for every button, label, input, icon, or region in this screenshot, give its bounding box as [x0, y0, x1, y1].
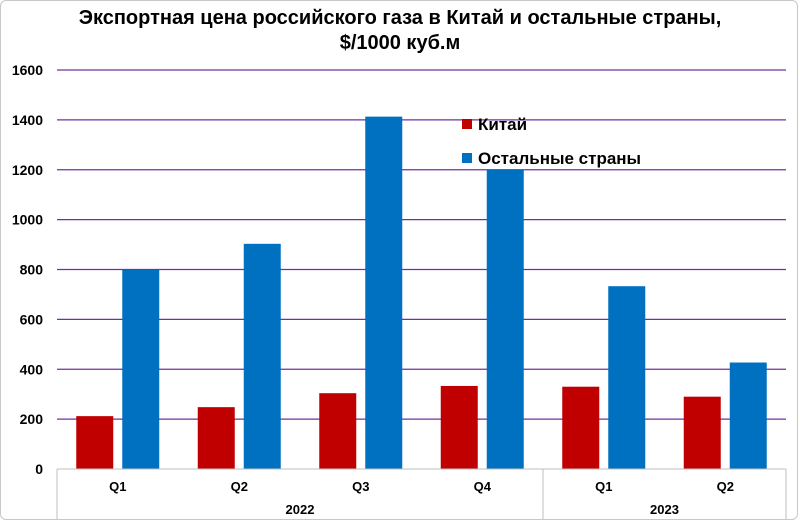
chart-title-line-2: $/1000 куб.м: [339, 32, 461, 54]
x-tick-label: Q2: [231, 479, 248, 494]
bar: [197, 407, 235, 469]
x-tick-label: Q4: [474, 479, 492, 494]
x-tick-label: Q1: [595, 479, 612, 494]
bar: [729, 362, 767, 469]
y-tick-label: 0: [35, 461, 43, 477]
bar: [122, 269, 160, 469]
y-tick-label: 600: [20, 311, 44, 327]
y-tick-label: 1400: [12, 112, 43, 128]
bar: [562, 386, 600, 469]
chart-title-line-1: Экспортная цена российского газа в Китай…: [78, 7, 722, 29]
bar: [76, 416, 114, 469]
chart-title: Экспортная цена российского газа в Китай…: [0, 6, 800, 56]
bar: [243, 243, 281, 469]
legend-swatch: [462, 153, 472, 163]
legend-label: Китай: [478, 115, 527, 134]
x-tick-label: Q1: [109, 479, 126, 494]
y-tick-label: 800: [20, 262, 44, 278]
bar: [365, 116, 403, 470]
legend-swatch: [462, 119, 472, 129]
bar: [486, 169, 524, 469]
x-group-label: 2022: [286, 502, 315, 517]
legend-label: Остальные страны: [478, 149, 641, 168]
bar: [608, 286, 646, 469]
x-group-label: 2023: [650, 502, 679, 517]
y-tick-label: 1600: [12, 62, 43, 78]
bar: [440, 385, 478, 469]
bar: [319, 393, 357, 469]
y-tick-label: 200: [20, 411, 44, 427]
x-tick-label: Q3: [352, 479, 369, 494]
y-tick-label: 1200: [12, 162, 43, 178]
y-tick-label: 1000: [12, 212, 43, 228]
x-tick-label: Q2: [717, 479, 734, 494]
y-tick-label: 400: [20, 361, 44, 377]
bar: [683, 396, 721, 469]
